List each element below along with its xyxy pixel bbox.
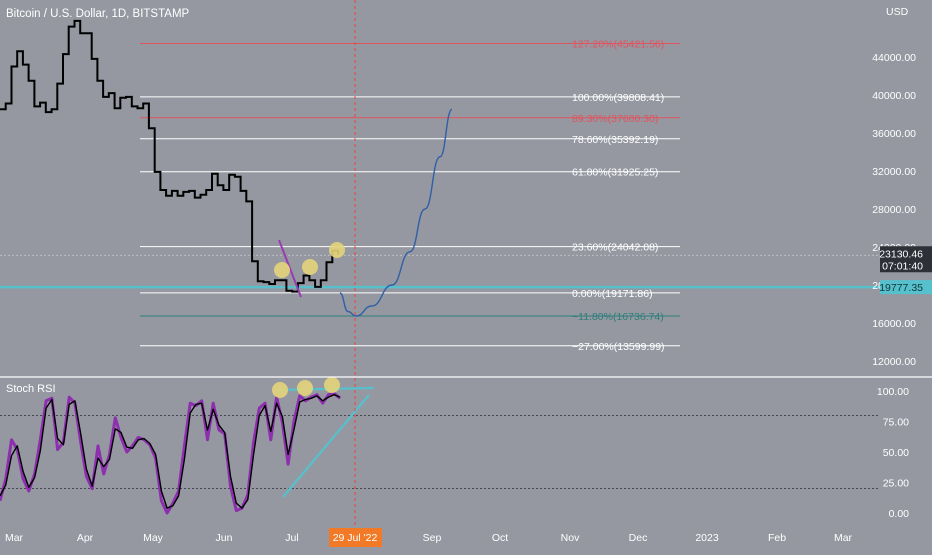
fibonacci-retracement[interactable]: 127.20%(45421.56) 100.00%(39808.41) 89.30%…: [140, 38, 680, 353]
price-series-layer: [0, 19, 880, 317]
rsi-tick-label: 0.00: [889, 508, 910, 520]
fib-level-label: 78.60%(35392.19): [572, 134, 658, 146]
time-tick-label: Apr: [77, 532, 94, 544]
fib-level-label: 23.60%(24042.08): [572, 242, 658, 254]
fib-level-label: 0.00%(19171.86): [572, 288, 653, 300]
stoch-rsi-layer: [0, 377, 880, 515]
price-tick-label: 44000.00: [872, 52, 916, 64]
highlight-marker: [302, 259, 318, 275]
rsi-tick-label: 75.00: [883, 417, 909, 429]
price-tag-label: 19777.35: [879, 282, 923, 294]
time-tick-label: May: [143, 532, 164, 544]
time-tick-label: Mar: [834, 532, 853, 544]
fib-level-label: −27.00%(13599.99): [572, 341, 665, 353]
projection-curve: [339, 108, 453, 317]
price-tag-badge: [880, 280, 932, 295]
price-series-line: [0, 19, 339, 293]
rsi-trendline: [282, 394, 370, 498]
stoch-rsi-title[interactable]: Stoch RSI: [6, 383, 56, 395]
price-tag-sublabel: 07:01:40: [882, 260, 923, 272]
price-tag-label: 23130.46: [879, 248, 923, 260]
price-tick-label: 40000.00: [872, 90, 916, 102]
fib-level-label: −11.80%(16736.74): [572, 311, 664, 323]
time-marker-label: 29 Jul '22: [333, 532, 378, 544]
time-tick-label: Dec: [629, 532, 648, 544]
pattern-trendline: [278, 239, 302, 298]
price-tick-label: 32000.00: [872, 166, 916, 178]
symbol-title[interactable]: Bitcoin / U.S. Dollar, 1D, BITSTAMP: [6, 8, 190, 20]
price-tick-label: 16000.00: [872, 318, 916, 330]
time-tick-label: Mar: [5, 532, 24, 544]
price-tick-label: 36000.00: [872, 128, 916, 140]
time-tick-label: Jul: [285, 532, 298, 544]
price-axis[interactable]: 44000.00 40000.00 36000.00 32000.00 28000.00…: [872, 52, 932, 368]
fib-level-label: 61.80%(31925.25): [572, 167, 658, 179]
price-tag-badge: [880, 246, 932, 273]
stoch-d-line: [0, 394, 341, 509]
fib-level-label: 127.20%(45421.56): [572, 38, 664, 50]
currency-label: USD: [886, 6, 909, 18]
price-tick-label: 28000.00: [872, 204, 916, 216]
time-tick-label: 2023: [695, 532, 719, 544]
time-marker-badge: [329, 528, 382, 547]
highlight-marker: [274, 262, 290, 278]
fib-level-label: 100.00%(39808.41): [572, 92, 664, 104]
fib-level-label: 89.30%(37600.30): [572, 113, 658, 125]
time-tick-label: Sep: [423, 532, 442, 544]
time-tick-label: Feb: [768, 532, 786, 544]
rsi-highlight-marker: [324, 377, 340, 393]
highlight-marker: [329, 242, 345, 258]
time-tick-label: Oct: [492, 532, 508, 544]
price-tick-label: 12000.00: [872, 356, 916, 368]
rsi-tick-label: 50.00: [883, 447, 909, 459]
rsi-tick-label: 100.00: [877, 386, 909, 398]
rsi-highlight-marker: [297, 380, 313, 396]
annotation-layer[interactable]: [274, 239, 345, 298]
rsi-tick-label: 25.00: [883, 478, 909, 490]
rsi-highlight-marker: [272, 382, 288, 398]
time-tick-label: Nov: [561, 532, 580, 544]
stoch-k-line: [0, 391, 341, 515]
time-tick-label: Jun: [216, 532, 233, 544]
rsi-axis[interactable]: 100.00 75.00 50.00 25.00 0.00: [877, 386, 909, 520]
